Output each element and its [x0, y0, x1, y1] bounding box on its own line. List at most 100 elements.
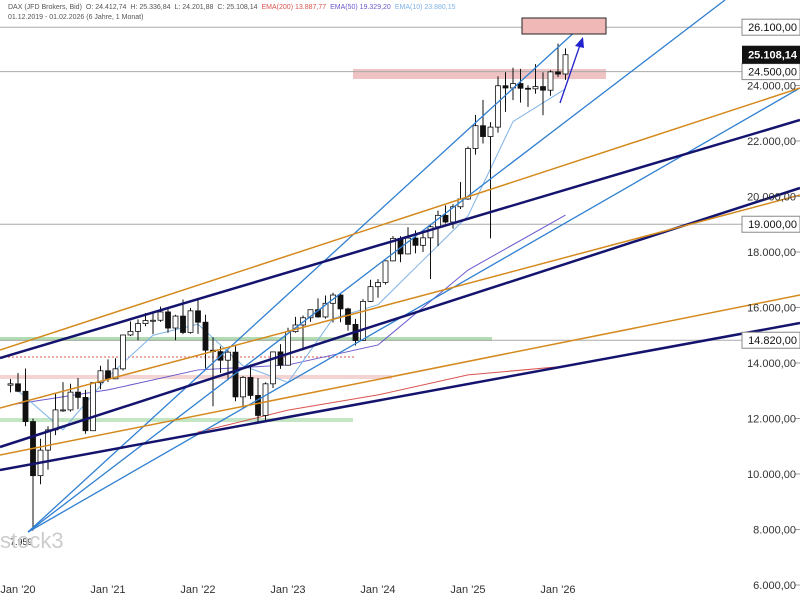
y-tick-label: 24.000,00: [747, 80, 796, 92]
x-tick-label: Jan '20: [0, 584, 35, 596]
header: DAX (JFD Brokers, Bid) O: 24.412,74 H: 25.…: [8, 4, 456, 11]
annotation: 7.959: [10, 537, 33, 547]
candle-body: [225, 351, 231, 361]
candle-body: [7, 383, 14, 386]
arrow: [559, 44, 581, 104]
trend-line: [0, 87, 800, 351]
trend-line: [27, 87, 800, 533]
candle-body: [105, 370, 111, 380]
candle-body: [322, 302, 329, 318]
candle-body: [345, 308, 351, 325]
candle-body: [517, 83, 524, 89]
candle-body: [382, 260, 389, 283]
candle-body: [135, 323, 141, 332]
trend-lines: [0, 0, 800, 533]
candle-body: [277, 351, 284, 366]
header-item: EMA(10) 23.880,15: [395, 4, 456, 11]
subheader: 01.12.2019 - 01.02.2026 (6 Jahre, 1 Mona…: [8, 14, 143, 21]
header-item: O: 24.412,74: [86, 4, 127, 11]
y-tick-label: 14.000,00: [747, 358, 796, 370]
candle-body: [97, 370, 104, 384]
x-tick-label: Jan '26: [540, 584, 575, 596]
level-label: 26.100,00: [748, 22, 797, 34]
candle-body: [390, 237, 396, 262]
candle-body: [525, 87, 531, 90]
candle-body: [180, 315, 186, 333]
candle-body: [67, 391, 74, 411]
candle-body: [480, 125, 486, 137]
candle-body: [157, 311, 164, 321]
candle-body: [172, 315, 179, 329]
candle-body: [262, 383, 269, 416]
candle-body: [555, 71, 561, 75]
watermark: stock3: [0, 528, 64, 553]
trend-line: [0, 321, 800, 472]
candle-body: [367, 286, 374, 302]
candle-body: [187, 310, 194, 333]
candle-body: [270, 351, 276, 385]
header-item: C: 25.108,14: [217, 4, 257, 11]
candle-body: [442, 214, 449, 223]
candle-body: [562, 54, 569, 75]
candle-body: [195, 310, 201, 323]
candle-body: [502, 85, 509, 89]
y-tick-label: 12.000,00: [747, 414, 796, 426]
candle-body: [465, 148, 471, 200]
trend-line: [0, 294, 800, 456]
level-box: [741, 331, 800, 349]
header-item: DAX (JFD Brokers, Bid): [8, 4, 82, 11]
candle-body: [427, 226, 434, 239]
y-tick-label: 6.000,00: [753, 580, 796, 592]
trend-line: [27, 17, 591, 533]
candle-body: [15, 383, 21, 392]
target-box: [521, 17, 607, 35]
candle-body: [375, 282, 381, 288]
candle-body: [240, 377, 246, 398]
candle-body: [337, 294, 344, 310]
trend-line: [0, 194, 800, 409]
candle-body: [82, 397, 89, 432]
candle-body: [495, 85, 501, 128]
arrow-head: [575, 37, 584, 48]
candle-body: [412, 237, 419, 246]
candle-body: [165, 311, 171, 329]
candle-body: [285, 331, 291, 366]
candle-body: [487, 126, 494, 137]
y-tick-label: 22.000,00: [747, 136, 796, 148]
trend-line: [0, 118, 800, 360]
x-tick-label: Jan '21: [90, 584, 125, 596]
candle-body: [532, 86, 539, 90]
header-item: L: 24.201,88: [174, 4, 213, 11]
candle-body: [360, 300, 366, 341]
candle-body: [472, 125, 479, 149]
candle-body: [405, 237, 411, 255]
candle-body: [52, 409, 59, 431]
candle-body: [150, 319, 156, 322]
header-item: EMA(200) 13.887,77: [262, 4, 327, 11]
candle-body: [540, 86, 546, 91]
price-label: 25.108,14: [748, 50, 798, 62]
candle-body: [120, 334, 126, 370]
level-label: 14.820,00: [748, 335, 797, 347]
header-item: EMA(50) 19.329,20: [330, 4, 391, 11]
candle-body: [75, 391, 81, 398]
level-box: [741, 18, 800, 36]
candle-body: [255, 395, 261, 416]
y-tick-label: 20.000,00: [747, 191, 796, 203]
y-tick-label: 10.000,00: [747, 469, 796, 481]
candle-body: [45, 429, 51, 451]
x-tick-label: Jan '23: [270, 584, 305, 596]
candle-body: [127, 330, 134, 336]
y-tick-label: 8.000,00: [753, 525, 796, 537]
x-tick-label: Jan '22: [180, 584, 215, 596]
candle-body: [202, 321, 209, 351]
candle-body: [547, 71, 554, 91]
x-tick-label: Jan '24: [360, 584, 395, 596]
x-tick-label: Jan '25: [450, 584, 485, 596]
candle-body: [142, 320, 149, 324]
support-zone: [0, 337, 492, 341]
y-tick-label: 16.000,00: [747, 302, 796, 314]
level-label: 19.000,00: [748, 219, 797, 231]
